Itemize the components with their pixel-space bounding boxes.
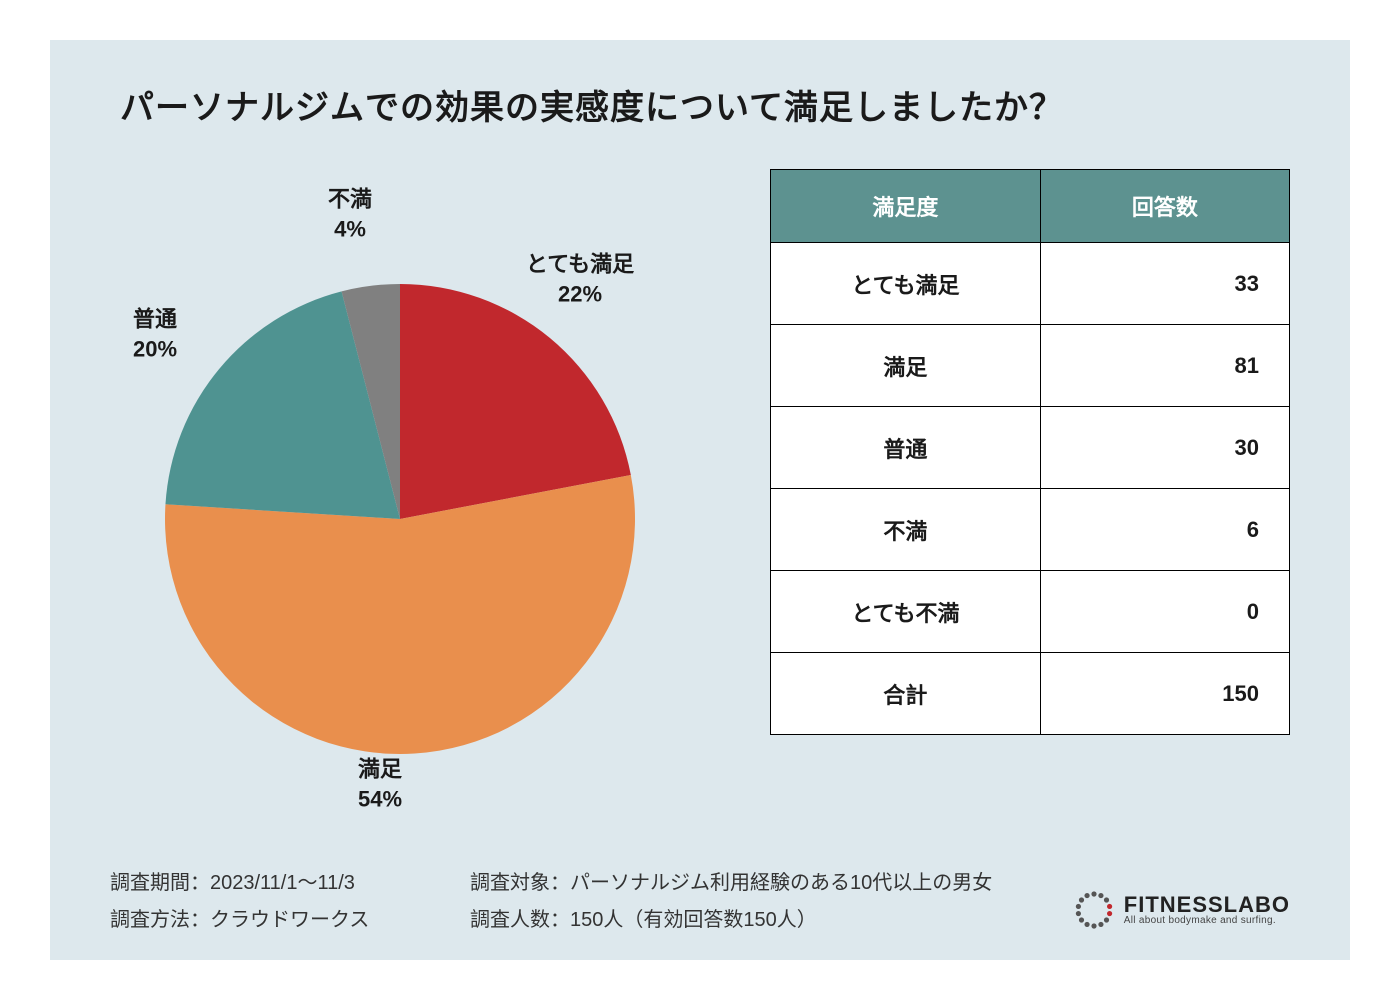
footer: 調査期間：2023/11/1〜11/3 調査方法：クラウドワークス 調査対象：パ… [110,866,1290,932]
data-table: 満足度 回答数 とても満足33満足81普通30不満6とても不満0合計150 [770,169,1290,735]
survey-method: 調査方法：クラウドワークス [110,903,470,932]
pie-slice-label: 不満4% [328,184,372,243]
content-row: とても満足22%満足54%普通20%不満4% 満足度 回答数 とても満足33満足… [110,159,1290,809]
row-value: 6 [1040,489,1289,571]
row-label: 合計 [771,653,1041,735]
row-value: 150 [1040,653,1289,735]
logo-text: FITNESSLABO All about bodymake and surfi… [1124,894,1290,926]
pie-chart: とても満足22%満足54%普通20%不満4% [110,159,710,809]
row-label: 普通 [771,407,1041,489]
row-label: とても満足 [771,243,1041,325]
row-value: 30 [1040,407,1289,489]
col-header-count: 回答数 [1040,170,1289,243]
logo-main: FITNESSLABO [1124,894,1290,916]
footer-col-2: 調査対象：パーソナルジム利用経験のある10代以上の男女 調査人数：150人（有効… [470,866,1072,932]
table-row: 合計150 [771,653,1290,735]
row-label: とても不満 [771,571,1041,653]
col-header-satisfaction: 満足度 [771,170,1041,243]
data-table-wrap: 満足度 回答数 とても満足33満足81普通30不満6とても不満0合計150 [770,159,1290,735]
pie-slice-label: とても満足22% [526,249,634,308]
logo-sub: All about bodymake and surfing. [1124,916,1290,926]
table-row: 不満6 [771,489,1290,571]
survey-count: 調査人数：150人（有効回答数150人） [470,903,1072,932]
table-row: とても満足33 [771,243,1290,325]
pie-slice-label: 満足54% [358,754,402,813]
footer-col-1: 調査期間：2023/11/1〜11/3 調査方法：クラウドワークス [110,866,470,932]
survey-period: 調査期間：2023/11/1〜11/3 [110,866,470,895]
logo-icon [1072,888,1116,932]
infographic-canvas: パーソナルジムでの効果の実感度について満足しましたか？ とても満足22% 満足54… [50,40,1350,960]
table-row: 満足81 [771,325,1290,407]
row-value: 33 [1040,243,1289,325]
row-value: 0 [1040,571,1289,653]
row-label: 満足 [771,325,1041,407]
table-header-row: 満足度 回答数 [771,170,1290,243]
pie-slice-label: 普通20% [133,304,177,363]
table-row: 普通30 [771,407,1290,489]
row-label: 不満 [771,489,1041,571]
table-row: とても不満0 [771,571,1290,653]
page-title: パーソナルジムでの効果の実感度について満足しましたか？ [110,80,1290,129]
survey-target: 調査対象：パーソナルジム利用経験のある10代以上の男女 [470,866,1072,895]
row-value: 81 [1040,325,1289,407]
brand-logo: FITNESSLABO All about bodymake and surfi… [1072,888,1290,932]
